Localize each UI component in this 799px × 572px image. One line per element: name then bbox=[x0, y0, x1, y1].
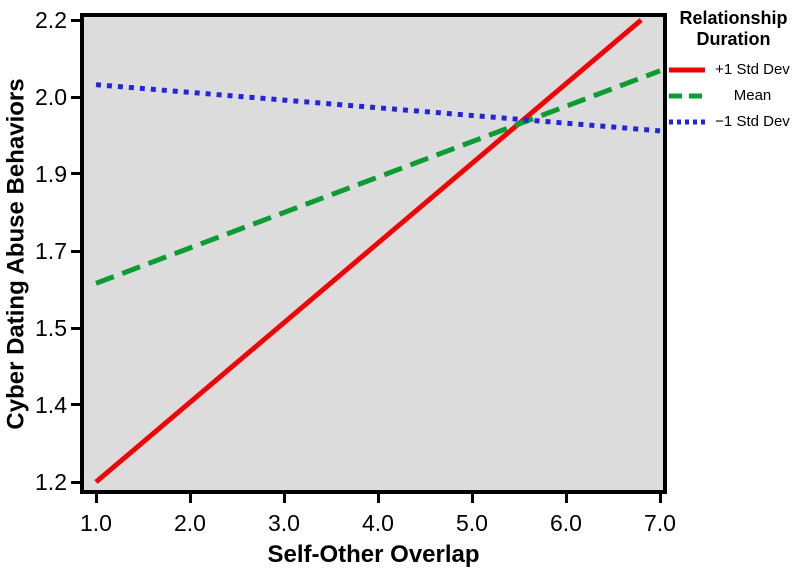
plot-area bbox=[80, 13, 667, 494]
y-axis-tick bbox=[71, 403, 80, 407]
legend-item: +1 Std Dev bbox=[668, 57, 799, 83]
x-axis-tick-label: 3.0 bbox=[268, 510, 300, 536]
y-axis-tick bbox=[71, 95, 80, 99]
legend: Relationship Duration +1 Std Dev Mean −1 S… bbox=[668, 8, 799, 135]
legend-item: −1 Std Dev bbox=[668, 109, 799, 135]
legend-item-label: −1 Std Dev bbox=[715, 113, 790, 130]
x-axis-tick bbox=[658, 494, 662, 503]
y-axis-tick-label: 1.9 bbox=[35, 160, 67, 187]
series-line-solid bbox=[94, 18, 643, 484]
x-axis-tick-label: 5.0 bbox=[456, 510, 488, 536]
legend-item-label: +1 Std Dev bbox=[715, 61, 790, 78]
y-axis-tick bbox=[71, 249, 80, 253]
x-axis-tick bbox=[376, 494, 380, 503]
legend-line-sample-solid bbox=[669, 67, 705, 73]
x-axis-tick bbox=[564, 494, 568, 503]
x-axis-tick-label: 6.0 bbox=[550, 510, 582, 536]
y-axis-tick-label: 2.0 bbox=[35, 84, 67, 110]
legend-line-sample-dotted bbox=[669, 119, 705, 125]
y-axis-tick bbox=[71, 18, 80, 22]
y-axis-tick-label: 1.2 bbox=[35, 469, 67, 495]
legend-line-sample-dashed bbox=[669, 93, 705, 99]
x-axis-tick-label: 2.0 bbox=[174, 510, 206, 536]
y-axis-tick-label: 1.7 bbox=[35, 238, 67, 264]
y-axis-tick bbox=[71, 172, 80, 176]
x-axis-tick bbox=[188, 494, 192, 503]
y-axis-tick bbox=[71, 326, 80, 330]
y-axis-tick-label: 1.4 bbox=[35, 391, 67, 418]
x-axis-title: Self-Other Overlap bbox=[267, 541, 480, 568]
legend-item: Mean bbox=[668, 83, 799, 109]
y-axis-tick-label: 1.5 bbox=[35, 315, 67, 341]
y-axis-tick-label: 2.2 bbox=[35, 7, 67, 33]
legend-item-label: Mean bbox=[733, 87, 772, 104]
x-axis-tick bbox=[282, 494, 286, 503]
x-axis-tick-label: 4.0 bbox=[362, 510, 394, 536]
plot-lines-canvas bbox=[94, 18, 661, 484]
x-axis-tick bbox=[94, 494, 98, 503]
x-axis-tick bbox=[470, 494, 474, 503]
y-axis-tick bbox=[71, 480, 80, 484]
x-axis-tick-label: 1.0 bbox=[80, 510, 112, 536]
legend-items: +1 Std Dev Mean −1 Std Dev bbox=[668, 57, 799, 135]
series-line-dashed bbox=[95, 68, 661, 286]
x-axis-tick-label: 7.0 bbox=[644, 510, 676, 536]
series-line-dotted bbox=[95, 82, 661, 134]
legend-title: Relationship Duration bbox=[679, 8, 788, 49]
